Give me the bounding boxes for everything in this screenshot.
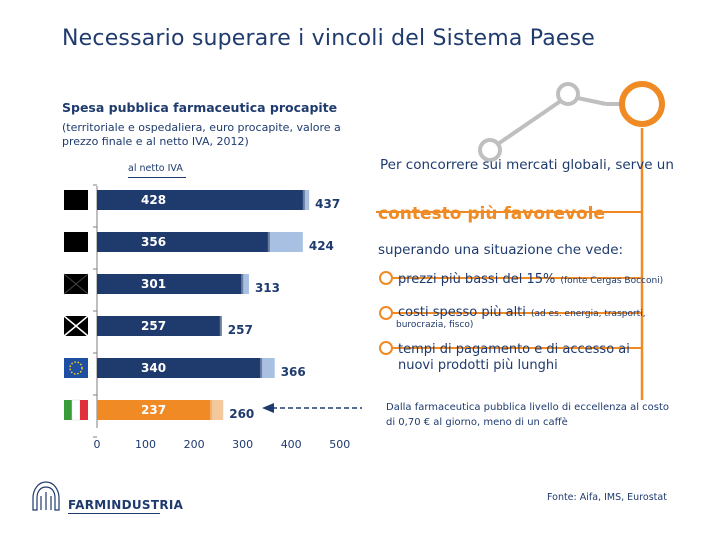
logo-underline — [68, 513, 160, 514]
x-tick-label: 200 — [184, 438, 205, 451]
point-timing: tempi di pagamento e di accesso ai nuovi… — [398, 342, 630, 373]
bar-label-outer: 366 — [281, 365, 306, 379]
bar-label-inner: 237 — [141, 403, 166, 417]
bar-inner — [97, 316, 222, 336]
bar-group: Regno Unito301 313 — [97, 274, 280, 295]
point-costs-detail-cont: burocrazia, fisco) — [396, 320, 474, 330]
bar-group: Germania428 437 — [97, 190, 340, 211]
bar-group: Unione Europea340 366 — [97, 358, 306, 379]
flag-eu-icon — [64, 358, 88, 378]
point-costs-detail: (ad es. energia, trasporti, — [531, 309, 646, 319]
x-tick-label: 0 — [94, 438, 101, 451]
bar-inner — [97, 274, 244, 294]
logo-text: FARMINDUSTRIA — [68, 498, 184, 512]
bar-label-outer: 260 — [229, 407, 254, 421]
right-lead-text: superando una situazione che vede: — [378, 242, 624, 258]
network-node — [478, 138, 502, 162]
bar-label-outer: 313 — [255, 281, 280, 295]
bar-group: Francia356 424 — [97, 232, 334, 253]
network-node-accent — [619, 81, 665, 127]
flag-france-icon — [64, 232, 88, 252]
bar-inner — [97, 232, 270, 252]
x-tick-label: 300 — [232, 438, 253, 451]
bar-label-outer: 437 — [315, 197, 340, 211]
bars: Germania428 437Francia356 424Regno Unito30… — [97, 190, 340, 421]
bar-inner-edge — [260, 358, 263, 378]
bar-inner — [97, 358, 263, 378]
bar-label-inner: 340 — [141, 361, 166, 375]
flag-scotland-icon — [63, 315, 89, 337]
source-text: Fonte: Aifa, IMS, Eurostat — [547, 492, 667, 503]
flag-germany-icon — [64, 190, 88, 210]
flags — [63, 190, 89, 421]
note-text: Dalla farmaceutica pubblica livello di e… — [386, 402, 670, 428]
flag-italy-icon — [64, 399, 88, 421]
chart-subtitle: (territoriale e ospedaliera, euro procap… — [62, 121, 341, 148]
series-label-underline — [128, 177, 186, 178]
point-costs-main: costi spesso più alti — [398, 305, 526, 320]
bar-label-inner: 356 — [141, 235, 166, 249]
note-arrow-head — [262, 403, 274, 413]
logo-icon — [32, 481, 60, 511]
bar-label-inner: 428 — [141, 193, 166, 207]
series-label: al netto IVA — [128, 163, 183, 174]
point-costs: costi spesso più alti (ad es. energia, t… — [398, 303, 698, 322]
point-prices-source: (fonte Cergas Bocconi) — [560, 276, 664, 286]
point-prices: prezzi più bassi del 15% (fonte Cergas B… — [398, 268, 663, 287]
x-tick-label: 400 — [281, 438, 302, 451]
network-node — [556, 82, 580, 106]
right-highlight-text: contesto più favorevole — [378, 204, 606, 224]
bar-inner-edge — [241, 274, 244, 294]
point-prices-main: prezzi più bassi del 15% — [398, 272, 556, 287]
x-axis: 0 100 200 300 400 500 — [93, 184, 350, 451]
bullet-icon — [379, 306, 393, 320]
bullet-icon — [379, 341, 393, 355]
network-graphic — [262, 81, 665, 413]
bar-label-inner: 257 — [141, 319, 166, 333]
bar-label-outer: 424 — [309, 239, 334, 253]
flag-uk-icon — [63, 273, 89, 295]
page-title: Necessario superare i vincoli del Sistem… — [62, 26, 596, 51]
bullet-icon — [379, 271, 393, 285]
bar-inner — [97, 190, 305, 210]
bar-inner — [97, 400, 213, 420]
x-tick-label: 100 — [135, 438, 156, 451]
bar-inner-edge — [210, 400, 213, 420]
bar-label-outer: 257 — [228, 323, 253, 337]
bar-inner-edge — [219, 316, 222, 336]
bar-inner-edge — [302, 190, 305, 210]
bar-inner-edge — [267, 232, 270, 252]
bar-label-inner: 301 — [141, 277, 166, 291]
chart-title: Spesa pubblica farmaceutica procapite — [62, 100, 338, 115]
x-tick-label: 500 — [329, 438, 350, 451]
bar-group: Italia237 260 — [97, 400, 254, 421]
right-intro-text: Per concorrere sui mercati globali, serv… — [380, 157, 674, 173]
network-link — [490, 94, 570, 150]
bar-group: Scozia257 257 — [97, 316, 253, 337]
